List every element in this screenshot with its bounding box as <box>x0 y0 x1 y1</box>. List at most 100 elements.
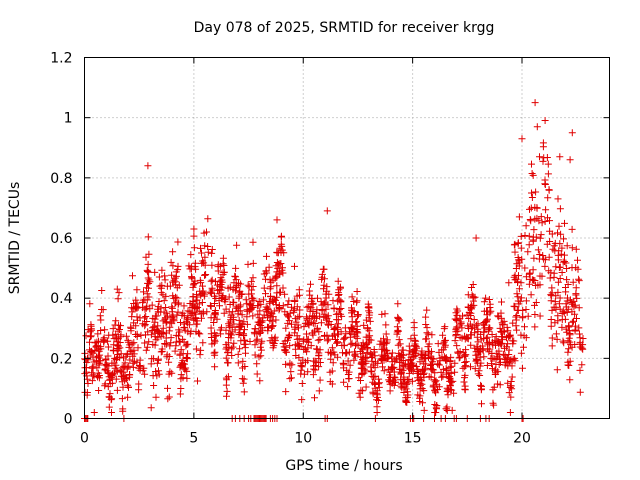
data-point <box>193 296 201 304</box>
data-point <box>185 321 193 329</box>
data-point <box>212 311 219 319</box>
data-point <box>371 352 379 360</box>
data-point <box>468 284 475 291</box>
data-point <box>162 334 170 342</box>
data-point <box>540 154 548 162</box>
data-point <box>292 318 300 326</box>
data-point <box>243 320 251 328</box>
data-point <box>406 347 414 355</box>
data-point <box>100 336 108 344</box>
data-point <box>414 391 422 399</box>
data-point <box>245 300 253 308</box>
data-point <box>340 378 348 386</box>
data-point <box>318 275 326 283</box>
data-point <box>291 296 299 304</box>
data-point <box>565 334 573 342</box>
data-point <box>174 238 182 246</box>
data-point <box>521 323 528 331</box>
data-point <box>309 312 317 320</box>
data-point <box>165 353 173 360</box>
data-point <box>557 230 565 238</box>
data-point <box>492 333 500 341</box>
data-point <box>530 226 538 234</box>
data-point <box>525 280 533 288</box>
data-point <box>250 296 258 304</box>
data-point <box>140 364 148 372</box>
data-point <box>353 288 361 295</box>
data-point <box>241 344 249 352</box>
data-point <box>462 351 470 359</box>
data-point <box>541 117 549 124</box>
data-point <box>341 334 349 342</box>
y-tick-label: 1.2 <box>50 51 72 67</box>
data-point <box>202 271 210 278</box>
data-point <box>113 338 121 346</box>
data-point <box>106 390 114 398</box>
data-point <box>445 374 452 382</box>
data-point <box>379 353 387 361</box>
data-point <box>141 339 149 347</box>
data-point <box>570 303 578 311</box>
data-point <box>302 358 309 366</box>
data-point <box>453 305 461 313</box>
data-point <box>217 330 225 338</box>
data-point <box>235 322 243 330</box>
data-point <box>539 157 547 165</box>
data-point <box>110 347 118 355</box>
data-point <box>568 244 576 252</box>
data-point <box>533 204 541 212</box>
data-point <box>114 345 122 353</box>
data-point <box>109 325 117 333</box>
data-point <box>340 335 348 343</box>
data-point <box>182 342 190 350</box>
data-point <box>397 380 405 388</box>
data-point <box>429 366 437 374</box>
data-point <box>393 330 401 338</box>
data-point <box>290 305 298 313</box>
data-point <box>145 280 153 287</box>
data-point <box>536 153 543 161</box>
data-point <box>422 321 430 328</box>
data-point <box>278 242 286 250</box>
data-point <box>339 349 346 357</box>
data-point <box>387 365 395 373</box>
data-point <box>334 353 342 361</box>
data-point <box>514 254 522 261</box>
data-point <box>483 339 491 347</box>
data-point <box>268 324 275 332</box>
data-point <box>286 359 294 367</box>
data-point <box>357 377 364 384</box>
data-point <box>554 312 562 320</box>
data-point <box>303 303 311 311</box>
data-point <box>451 315 459 323</box>
data-point <box>467 331 475 339</box>
data-point <box>228 352 236 359</box>
data-point <box>485 296 493 303</box>
data-point <box>144 162 152 170</box>
data-point <box>494 312 502 320</box>
data-point <box>399 379 407 387</box>
data-point <box>169 248 177 256</box>
data-point <box>362 316 370 324</box>
data-point <box>382 321 390 329</box>
data-point <box>405 364 413 372</box>
data-point <box>403 399 411 406</box>
data-point <box>285 317 293 325</box>
data-point <box>136 362 143 369</box>
data-point <box>358 346 366 354</box>
data-point <box>272 316 280 324</box>
data-point <box>208 261 216 269</box>
data-point <box>526 269 534 277</box>
data-point <box>173 294 181 302</box>
data-point <box>350 356 358 364</box>
data-point <box>322 305 330 313</box>
data-point <box>334 277 342 285</box>
data-point <box>187 312 195 320</box>
data-point <box>477 336 485 344</box>
chart-title: Day 078 of 2025, SRMTID for receiver krg… <box>194 20 495 36</box>
data-point <box>370 346 378 353</box>
data-point <box>255 314 263 322</box>
data-point <box>207 290 215 298</box>
data-point <box>555 264 563 271</box>
data-point <box>126 356 134 364</box>
